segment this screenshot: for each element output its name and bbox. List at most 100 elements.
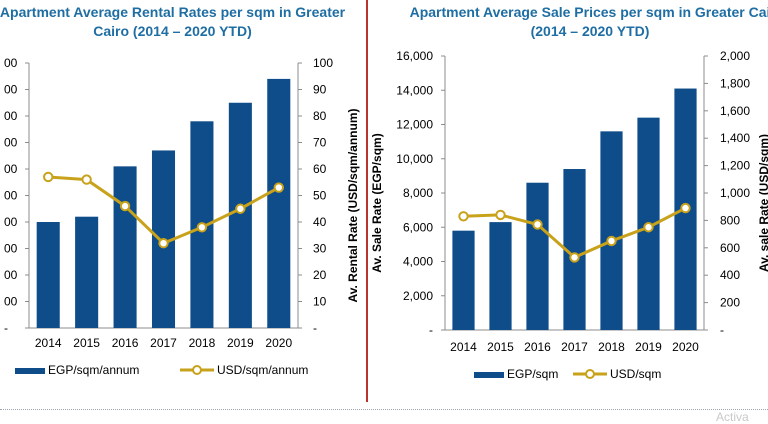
sale-right-tick-label: 1,800 <box>720 76 750 90</box>
rental-left-tick-label: 00 <box>4 242 18 256</box>
sale-right-tick-label: - <box>720 323 724 337</box>
rental-left-tick-label: 00 <box>4 56 18 70</box>
rental-usd-point-2014 <box>43 171 54 183</box>
sale-x-tick-label: 2016 <box>524 340 551 354</box>
sale-bar-2016 <box>526 182 549 330</box>
sale-bar-2015 <box>489 222 512 330</box>
rental-x-tick-label: 2017 <box>150 336 177 350</box>
rental-bar-2020 <box>267 78 291 329</box>
rental-left-tick-label: 00 <box>4 162 18 176</box>
rental-legend-line-label: USD/sqm/annum <box>217 363 308 377</box>
sale-usd-point-2019 <box>643 222 654 233</box>
rental-right-tick-label: 90 <box>313 83 327 97</box>
rental-usd-point-2018 <box>196 222 208 233</box>
sale-x-tick-label: 2014 <box>450 340 477 354</box>
rental-usd-point-2015 <box>81 174 92 185</box>
rental-title-line2: Cairo (2014 – 2020 YTD) <box>93 23 252 39</box>
rental-left-tick-label: 00 <box>4 136 18 150</box>
sale-x-tick-label: 2015 <box>487 340 514 354</box>
sale-left-tick-label: - <box>429 323 433 337</box>
rental-right-axis-title: Av. Rental Rate (USD/sqm/annum) <box>346 108 360 302</box>
rental-left-tick-label: 00 <box>4 109 18 123</box>
sale-x-tick-label: 2018 <box>598 340 625 354</box>
sale-x-tick-label: 2019 <box>635 340 662 354</box>
sale-usd-point-2017 <box>569 252 580 263</box>
sale-x-tick-label: 2020 <box>672 340 699 354</box>
sale-right-tick-label: 2,000 <box>720 49 750 63</box>
rental-left-tick-label: 00 <box>4 83 18 97</box>
rental-left-tick-label: - <box>4 321 8 335</box>
rental-usd-point-2016 <box>119 200 131 212</box>
rental-bar-2016 <box>113 166 137 328</box>
sale-chart-title: Apartment Average Sale Prices per sqm in… <box>385 3 768 41</box>
rental-legend-line-marker <box>192 365 202 375</box>
rental-right-tick-label: 20 <box>313 268 327 282</box>
sale-legend-bar-swatch <box>474 372 504 378</box>
sale-left-tick-label: 12,000 <box>396 118 433 132</box>
sale-legend-line-marker <box>585 369 595 379</box>
sale-bar-2014 <box>452 230 475 330</box>
sale-left-tick-label: 16,000 <box>396 49 433 63</box>
sale-right-tick-label: 200 <box>720 296 740 310</box>
rental-right-tick-label: 80 <box>313 109 327 123</box>
sale-bar-2017 <box>563 169 586 330</box>
rental-bar-2015 <box>75 216 99 328</box>
sale-right-tick-label: 800 <box>720 213 740 227</box>
sale-usd-point-2014 <box>458 211 469 222</box>
rental-right-tick-label: - <box>313 321 317 335</box>
sale-usd-point-2020 <box>680 202 691 214</box>
rental-left-tick-label: 00 <box>4 268 18 282</box>
rental-right-tick-label: 50 <box>313 189 327 203</box>
rental-left-tick-label: 00 <box>4 295 18 309</box>
rental-x-tick-label: 2019 <box>227 336 254 350</box>
rental-right-tick-label: 60 <box>313 162 327 176</box>
sale-title-line1: Apartment Average Sale Prices per sqm in… <box>409 4 768 20</box>
sale-usd-point-2015 <box>495 209 506 221</box>
sale-left-tick-label: 2,000 <box>403 289 433 303</box>
rental-right-tick-label: 40 <box>313 215 327 229</box>
rental-x-tick-label: 2020 <box>265 336 292 350</box>
sale-left-tick-label: 14,000 <box>396 83 433 97</box>
sale-left-axis-title: Av. Sale Rate (EGP/sqm) <box>370 133 384 272</box>
sale-bar-2018 <box>600 131 623 330</box>
sale-left-tick-label: 10,000 <box>396 152 433 166</box>
rental-legend-bar-label: EGP/sqm/annum <box>48 363 139 377</box>
rental-left-tick-label: 00 <box>4 215 18 229</box>
rental-title-line1: Apartment Average Rental Rates per sqm i… <box>0 4 346 20</box>
rental-usd-point-2020 <box>273 182 284 193</box>
rental-left-tick-label: 00 <box>4 189 18 203</box>
rental-usd-point-2017 <box>158 238 169 249</box>
sale-right-tick-label: 1,400 <box>720 131 750 145</box>
rental-legend-bar-swatch <box>15 368 45 374</box>
rental-bar-2014 <box>36 222 60 328</box>
sale-legend-bar-label: EGP/sqm <box>507 367 558 381</box>
sale-x-tick-label: 2017 <box>561 340 588 354</box>
sale-legend-line-label: USD/sqm <box>610 367 661 381</box>
sale-left-tick-label: 8,000 <box>403 186 433 200</box>
activation-watermark: Activa <box>716 410 749 424</box>
sale-right-tick-label: 400 <box>720 268 740 282</box>
rental-x-tick-label: 2016 <box>112 336 139 350</box>
rental-right-tick-label: 70 <box>313 136 327 150</box>
sale-usd-point-2018 <box>606 235 617 247</box>
sale-right-axis-title: Av. sale Rate (USD/sqm) <box>757 134 768 272</box>
rental-x-tick-label: 2015 <box>73 336 100 350</box>
rental-right-tick-label: 10 <box>313 295 327 309</box>
sale-right-tick-label: 1,000 <box>720 186 750 200</box>
rental-chart-title: Apartment Average Rental Rates per sqm i… <box>0 3 365 41</box>
chart-divider <box>366 0 368 402</box>
sale-left-tick-label: 6,000 <box>403 220 433 234</box>
sale-left-tick-label: 4,000 <box>403 255 433 269</box>
sale-usd-point-2016 <box>532 219 543 230</box>
rental-x-tick-label: 2014 <box>35 336 62 350</box>
rental-bar-2019 <box>228 102 252 328</box>
rental-right-tick-label: 100 <box>313 56 333 70</box>
dotted-separator <box>0 409 768 410</box>
rental-usd-point-2019 <box>235 203 246 214</box>
sale-right-tick-label: 1,600 <box>720 104 750 118</box>
sale-right-tick-label: 1,200 <box>720 159 750 173</box>
rental-right-tick-label: 30 <box>313 242 327 256</box>
rental-x-tick-label: 2018 <box>189 336 216 350</box>
sale-right-tick-label: 600 <box>720 241 740 255</box>
